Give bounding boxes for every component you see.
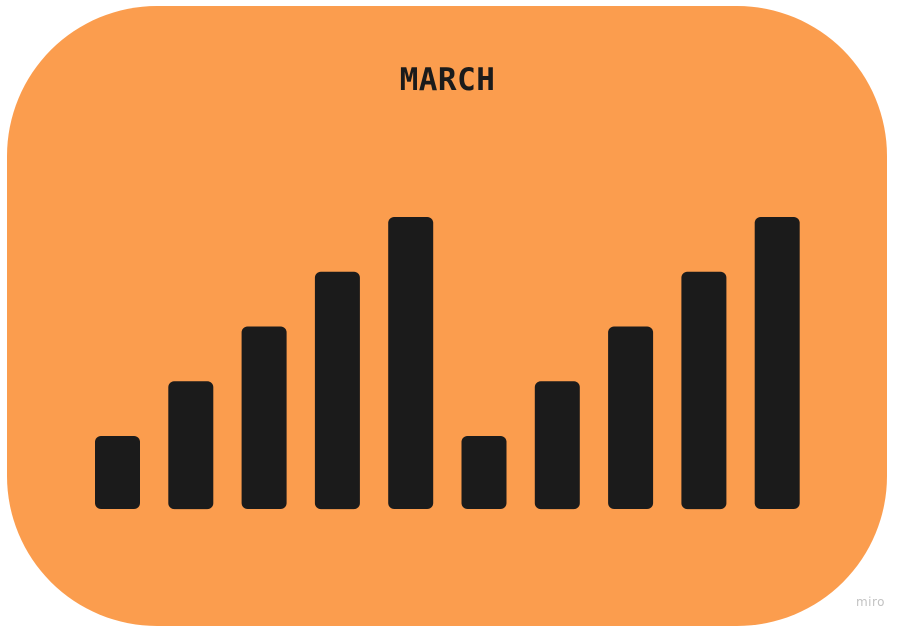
- bar-2: [168, 381, 214, 510]
- miro-watermark: miro: [855, 595, 885, 609]
- bar-3: [241, 326, 287, 509]
- bar-6: [461, 436, 507, 509]
- chart-card: [7, 6, 887, 626]
- bar-7: [534, 381, 580, 510]
- bar-4: [314, 271, 360, 510]
- chart-title: MARCH: [399, 62, 496, 98]
- bar-5: [388, 217, 434, 509]
- bar-10: [754, 217, 800, 509]
- bars-group: [95, 217, 800, 510]
- bar-9: [681, 271, 727, 510]
- bar-8: [608, 326, 654, 509]
- bar-1: [95, 436, 140, 509]
